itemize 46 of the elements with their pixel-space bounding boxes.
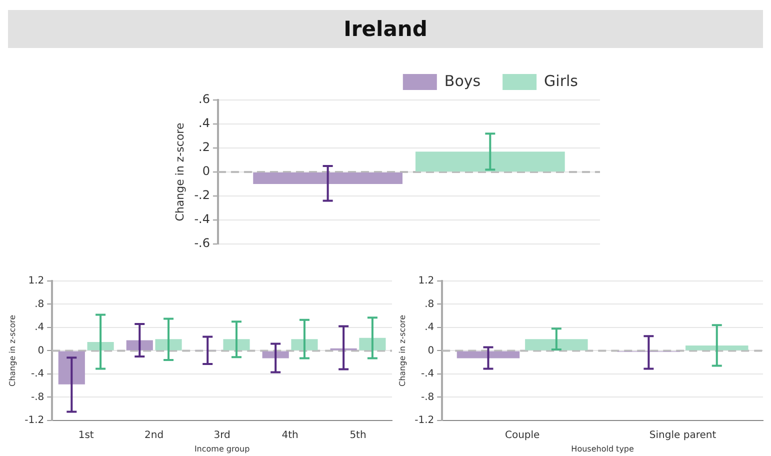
x-tick-label: 4th [282,430,298,441]
chart-title: Ireland [8,10,763,48]
y-tick-label: -.6 [194,236,210,250]
x-tick-label: Single parent [649,430,716,441]
x-tick-label: Couple [504,430,540,441]
bar [686,345,748,350]
y-tick-label: 0 [202,164,210,178]
y-tick-label: .8 [34,298,44,310]
x-axis-title: Household type [571,444,634,454]
y-tick-label: .4 [424,322,434,334]
y-tick-label: -.4 [420,368,434,380]
bar [155,339,182,350]
x-axis-title: Income group [194,444,250,454]
y-tick-label: -1.2 [414,414,434,426]
y-tick-label: 1.2 [28,276,44,287]
y-axis-title: Change in z-score [173,122,186,222]
legend-label: Boys [444,72,481,90]
y-tick-label: -.4 [194,212,210,226]
bar [126,340,153,350]
y-tick-label: .4 [34,322,44,334]
bar [262,351,289,358]
y-tick-label: -.8 [420,392,434,403]
bar [359,338,386,350]
y-tick-label: 1.2 [418,276,434,287]
y-axis-title: Change in z-score [8,314,17,386]
y-tick-label: .6 [198,92,210,106]
y-tick-label: -.2 [194,188,210,202]
x-tick-label: 1st [78,430,94,441]
bar [456,351,520,358]
y-tick-label: -.4 [30,368,44,380]
y-tick-label: -.8 [30,392,44,403]
bar [291,339,318,350]
y-tick-label: -1.2 [24,414,44,426]
y-tick-label: .4 [198,116,210,130]
y-axis-title: Change in z-score [398,314,407,386]
bar [87,342,114,350]
bar [58,351,85,384]
y-tick-label: 0 [428,345,434,356]
y-tick-label: .2 [198,140,210,154]
y-tick-label: 0 [38,345,44,356]
legend-label: Girls [544,72,578,90]
x-tick-label: 2nd [144,430,164,441]
y-tick-label: .8 [424,298,434,310]
x-tick-label: 3rd [214,430,230,441]
bar [525,339,588,350]
x-tick-label: 5th [350,430,366,441]
